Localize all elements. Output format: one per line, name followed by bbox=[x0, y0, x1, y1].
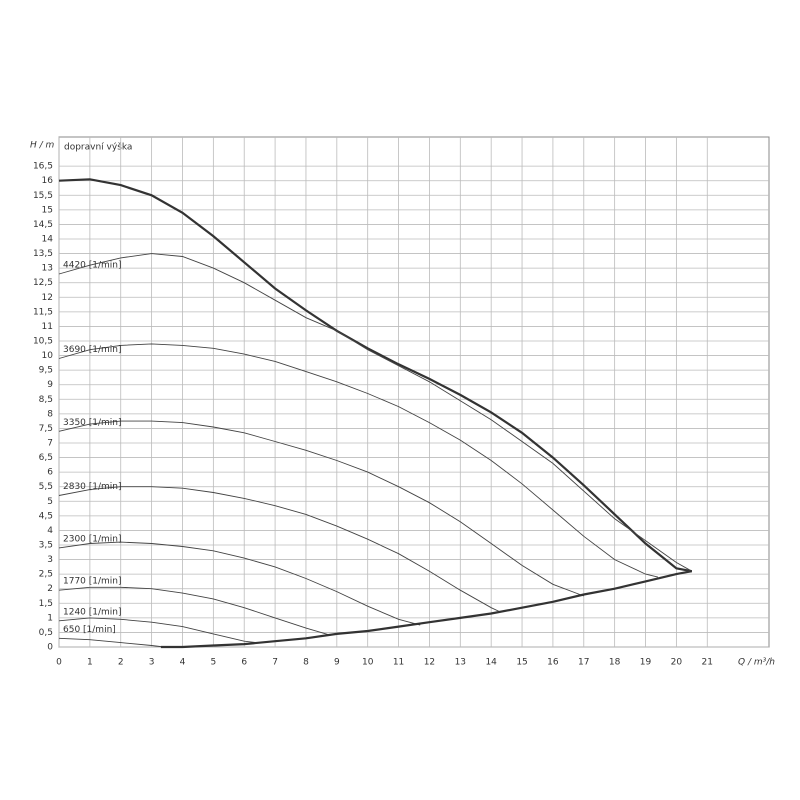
y-tick-label: 4,5 bbox=[39, 511, 53, 521]
y-tick-label: 3,5 bbox=[39, 541, 53, 551]
curve bbox=[58, 586, 331, 636]
x-tick-label: 4 bbox=[180, 658, 186, 668]
y-tick-label: 3 bbox=[47, 555, 53, 565]
y-tick-label: 14,5 bbox=[33, 220, 53, 230]
x-tick-label: 7 bbox=[272, 658, 278, 668]
y-tick-label: 2 bbox=[47, 584, 53, 594]
y-axis-title: dopravní výška bbox=[64, 142, 132, 153]
x-tick-label: 17 bbox=[578, 658, 589, 668]
y-tick-label: 11,5 bbox=[33, 307, 53, 317]
x-tick-label: 9 bbox=[334, 658, 340, 668]
curve bbox=[160, 570, 693, 649]
curve-label: 4420 [1/min] bbox=[63, 260, 122, 270]
x-tick-label: 8 bbox=[303, 658, 309, 668]
y-tick-label: 1 bbox=[47, 613, 53, 623]
y-tick-label: 5,5 bbox=[39, 482, 53, 492]
y-tick-label: 11 bbox=[42, 322, 53, 332]
y-tick-label: 2,5 bbox=[39, 570, 53, 580]
y-tick-label: 15 bbox=[42, 205, 53, 215]
y-tick-label: 10,5 bbox=[33, 337, 53, 347]
curve-label: 1240 [1/min] bbox=[63, 607, 122, 617]
y-tick-label: 14 bbox=[42, 235, 54, 245]
curve-label: 2830 [1/min] bbox=[63, 482, 122, 492]
x-tick-label: 14 bbox=[485, 658, 497, 668]
x-axis-label: Q / m³/h bbox=[738, 658, 775, 668]
x-tick-label: 10 bbox=[362, 658, 374, 668]
curve bbox=[58, 178, 693, 573]
y-tick-label: 4 bbox=[47, 526, 53, 536]
y-tick-label: 8,5 bbox=[39, 395, 53, 405]
y-tick-label: 10 bbox=[42, 351, 54, 361]
x-tick-label: 5 bbox=[210, 658, 216, 668]
x-tick-label: 21 bbox=[702, 658, 713, 668]
curve-label: 2300 [1/min] bbox=[63, 534, 122, 544]
curve bbox=[58, 637, 165, 648]
y-tick-label: 16 bbox=[42, 176, 54, 186]
y-tick-label: 5 bbox=[47, 497, 53, 507]
curve bbox=[58, 343, 659, 578]
y-tick-label: 16,5 bbox=[33, 162, 53, 172]
y-tick-label: 12,5 bbox=[33, 278, 53, 288]
x-tick-label: 11 bbox=[393, 658, 404, 668]
y-tick-label: 13,5 bbox=[33, 249, 53, 259]
x-tick-label: 1 bbox=[87, 658, 93, 668]
curve-label: 1770 [1/min] bbox=[63, 577, 122, 587]
y-tick-label: 8 bbox=[47, 409, 53, 419]
curve bbox=[58, 253, 693, 572]
x-tick-label: 0 bbox=[56, 658, 62, 668]
y-axis-label: H / m bbox=[30, 141, 55, 151]
curve bbox=[58, 486, 501, 613]
x-tick-label: 12 bbox=[424, 658, 435, 668]
y-tick-label: 12 bbox=[42, 293, 53, 303]
x-tick-label: 6 bbox=[241, 658, 247, 668]
curve-label: 3350 [1/min] bbox=[63, 418, 122, 428]
y-tick-label: 6 bbox=[47, 468, 53, 478]
y-tick-label: 6,5 bbox=[39, 453, 53, 463]
y-tick-label: 9,5 bbox=[39, 366, 53, 376]
y-tick-label: 7,5 bbox=[39, 424, 53, 434]
x-tick-label: 15 bbox=[516, 658, 527, 668]
y-tick-label: 1,5 bbox=[39, 599, 53, 609]
x-tick-label: 19 bbox=[640, 658, 652, 668]
x-tick-label: 16 bbox=[547, 658, 559, 668]
y-tick-label: 9 bbox=[47, 380, 53, 390]
y-tick-label: 15,5 bbox=[33, 191, 53, 201]
y-tick-label: 0 bbox=[47, 643, 53, 653]
curve bbox=[58, 420, 584, 597]
x-tick-label: 20 bbox=[671, 658, 683, 668]
y-tick-label: 13 bbox=[42, 264, 53, 274]
curve-label: 3690 [1/min] bbox=[63, 345, 122, 355]
y-tick-label: 7 bbox=[47, 439, 53, 449]
x-tick-label: 13 bbox=[455, 658, 466, 668]
y-tick-label: 0,5 bbox=[39, 628, 53, 638]
x-tick-label: 3 bbox=[149, 658, 155, 668]
plot-frame bbox=[58, 136, 770, 648]
curve bbox=[58, 617, 257, 644]
curve-label: 650 [1/min] bbox=[63, 625, 116, 635]
x-tick-label: 18 bbox=[609, 658, 621, 668]
curve bbox=[58, 541, 421, 626]
x-tick-label: 2 bbox=[118, 658, 124, 668]
